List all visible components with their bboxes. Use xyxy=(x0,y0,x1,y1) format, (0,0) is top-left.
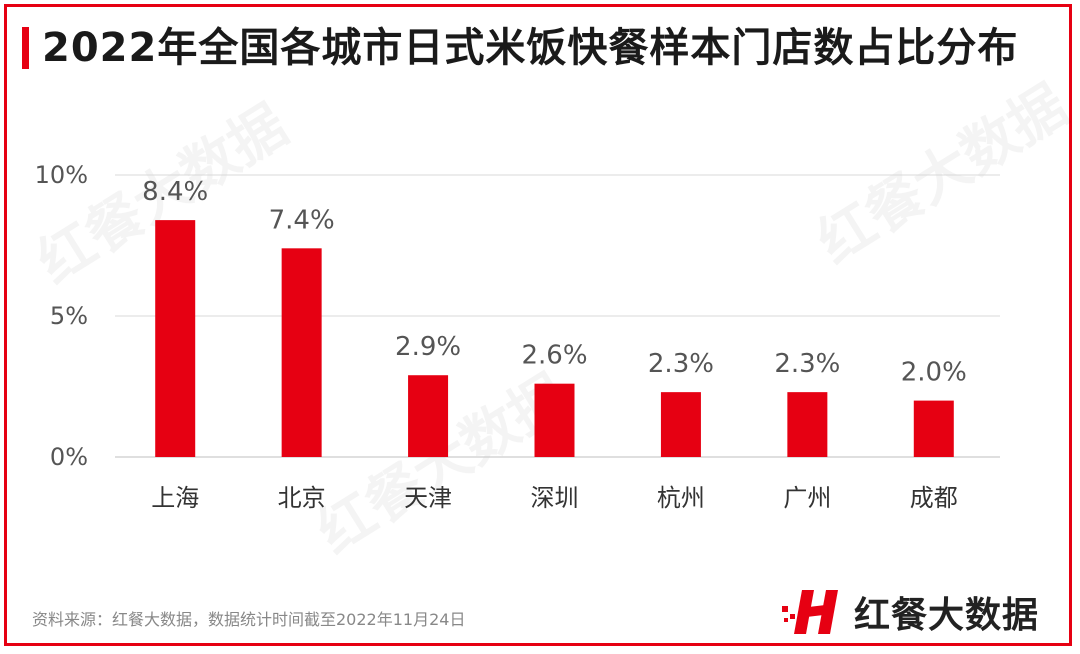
x-tick-label: 成都 xyxy=(910,484,958,512)
y-tick-label: 10% xyxy=(35,161,88,189)
brand-h-icon xyxy=(782,590,838,634)
data-label: 2.0% xyxy=(901,358,967,388)
bar xyxy=(281,248,322,457)
x-tick-label: 深圳 xyxy=(531,484,579,512)
bar xyxy=(408,375,449,457)
x-tick-label: 北京 xyxy=(278,484,326,512)
title-accent-bar xyxy=(22,27,29,69)
data-label: 2.3% xyxy=(774,349,840,379)
bar xyxy=(787,392,828,457)
x-tick-label: 天津 xyxy=(404,484,452,512)
source-note: 资料来源：红餐大数据，数据统计时间截至2022年11月24日 xyxy=(32,610,466,629)
bar xyxy=(660,392,701,457)
bar xyxy=(534,383,575,457)
bar xyxy=(155,220,196,457)
brand-logo: 红餐大数据 xyxy=(780,584,1039,640)
data-label: 8.4% xyxy=(142,177,208,207)
x-tick-label: 广州 xyxy=(783,484,831,512)
y-tick-label: 5% xyxy=(50,302,88,330)
data-label: 2.9% xyxy=(395,332,461,362)
brand-logo-text: 红餐大数据 xyxy=(854,595,1040,636)
y-tick-label: 0% xyxy=(50,443,88,471)
x-tick-label: 上海 xyxy=(151,484,199,512)
data-label: 2.3% xyxy=(648,349,714,379)
x-tick-label: 杭州 xyxy=(657,484,705,512)
data-label: 2.6% xyxy=(521,341,587,371)
chart-title: 2022年全国各城市日式米饭快餐样本门店数占比分布 xyxy=(42,25,1019,71)
data-label: 7.4% xyxy=(269,205,335,235)
bar xyxy=(913,400,954,457)
